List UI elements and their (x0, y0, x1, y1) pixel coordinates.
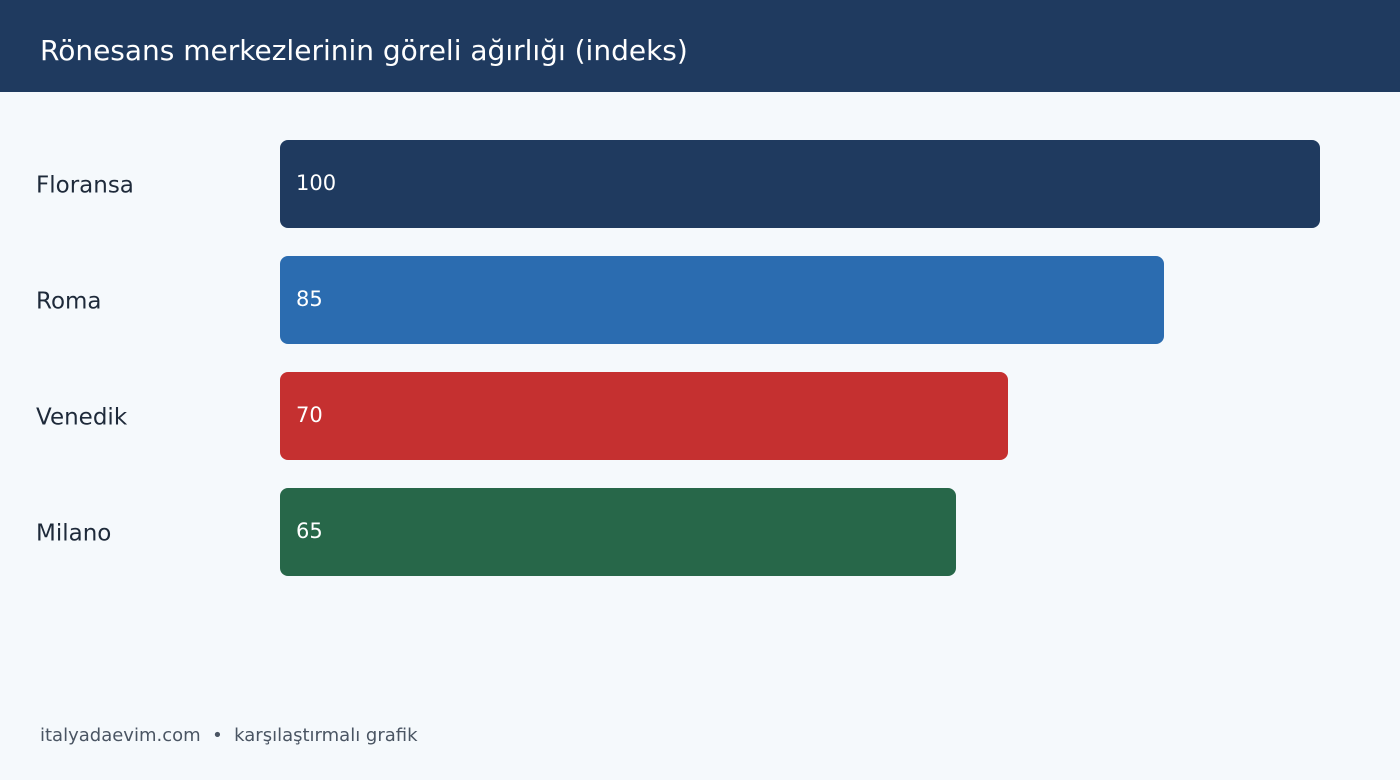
header-band (0, 0, 1400, 92)
chart-title: Rönesans merkezlerinin göreli ağırlığı (… (40, 34, 688, 67)
value-label: 85 (296, 287, 323, 311)
value-label: 70 (296, 403, 323, 427)
bar (280, 256, 1164, 344)
bar (280, 488, 956, 576)
value-label: 100 (296, 171, 336, 195)
category-label: Venedik (36, 405, 128, 431)
bar (280, 372, 1008, 460)
category-label: Roma (36, 289, 102, 315)
category-label: Floransa (36, 173, 134, 199)
footer: italyadaevim.com • karşılaştırmalı grafi… (40, 725, 418, 746)
category-label: Milano (36, 521, 111, 547)
value-label: 65 (296, 519, 323, 543)
bar (280, 140, 1320, 228)
